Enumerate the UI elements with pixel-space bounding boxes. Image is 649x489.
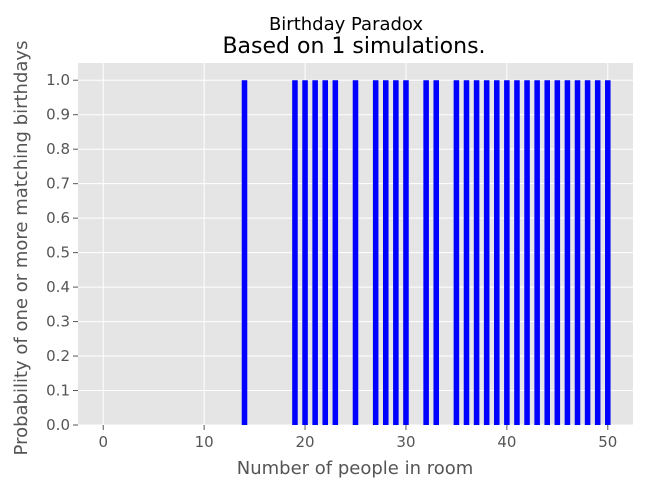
y-tick-label: 1.0 [46, 71, 70, 89]
bar [302, 80, 308, 425]
x-tick-label: 0 [98, 433, 108, 451]
y-axis-label: Probability of one or more matching birt… [11, 41, 32, 456]
bar [403, 80, 409, 425]
bar [574, 80, 581, 425]
bar [433, 80, 440, 425]
y-tick-label: 0.2 [46, 347, 70, 365]
x-axis-label: Number of people in room [237, 458, 474, 479]
y-tick-label: 0.3 [46, 313, 70, 331]
bar [554, 80, 561, 425]
x-tick-label: 20 [295, 433, 314, 451]
bar [453, 80, 460, 425]
bar [483, 80, 490, 425]
y-tick-label: 0.1 [46, 382, 70, 400]
bar [493, 80, 500, 425]
bars [241, 80, 611, 425]
y-axis-ticks: 0.0 0.1 0.2 0.3 0.4 0.5 0.6 0.7 0.8 0.9 1.0 [46, 71, 78, 434]
x-axis-ticks: 0 10 20 30 40 50 [98, 425, 617, 451]
y-tick-label: 0.5 [46, 244, 70, 262]
bar [312, 80, 318, 425]
bar [332, 80, 339, 425]
bar [352, 80, 359, 425]
bar [423, 80, 429, 425]
bar [473, 80, 480, 425]
y-tick-label: 0.8 [46, 140, 70, 158]
y-tick-label: 0.7 [46, 175, 70, 193]
x-tick-label: 30 [396, 433, 415, 451]
bar [584, 80, 591, 425]
bar [292, 80, 298, 425]
bar [463, 80, 470, 425]
bar [382, 80, 389, 425]
bar [241, 80, 248, 425]
y-tick-label: 0.4 [46, 278, 70, 296]
y-tick-label: 0.9 [46, 106, 70, 124]
bar [524, 80, 530, 425]
y-tick-label: 0.0 [46, 416, 70, 434]
bar [594, 80, 601, 425]
bar [372, 80, 379, 425]
bar [514, 80, 520, 425]
bar [604, 80, 611, 425]
chart-suptitle: Birthday Paradox [269, 14, 423, 35]
bar [544, 80, 551, 425]
bar [564, 80, 571, 425]
bar [504, 80, 510, 425]
x-tick-label: 50 [598, 433, 617, 451]
bar [534, 80, 540, 425]
y-tick-label: 0.6 [46, 209, 70, 227]
bar [322, 80, 329, 425]
bar [393, 80, 399, 425]
x-tick-label: 10 [195, 433, 214, 451]
x-tick-label: 40 [497, 433, 516, 451]
chart-title: Based on 1 simulations. [222, 34, 485, 59]
